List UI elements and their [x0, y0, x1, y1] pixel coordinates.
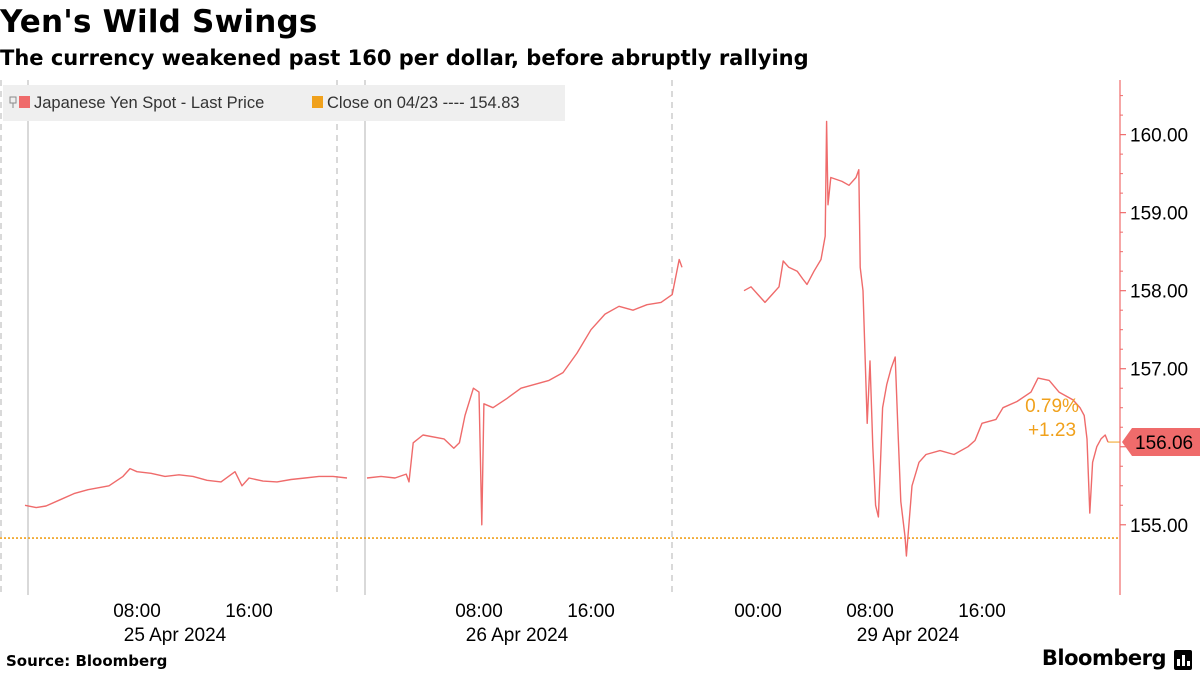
x-axis: 08:00 25 Apr 2024 16:00 08:00 26 Apr 2024 16:…	[113, 601, 1006, 646]
chart-svg: Japanese Yen Spot - Last Price Close on …	[0, 80, 1200, 646]
x-date-label: 26 Apr 2024	[466, 625, 569, 646]
price-line-segment	[743, 120, 1109, 557]
chart-area: Japanese Yen Spot - Last Price Close on …	[0, 80, 1200, 650]
legend-swatch-reference	[312, 96, 323, 108]
legend-handle-icon	[9, 96, 17, 108]
last-price-badge	[1122, 428, 1200, 457]
price-line-segment	[366, 258, 683, 526]
source-note: Source: Bloomberg	[6, 652, 168, 670]
change-absolute-label: +1.23	[1028, 420, 1076, 441]
x-date-label: 25 Apr 2024	[124, 625, 227, 646]
change-percent-label: 0.79%	[1025, 396, 1079, 417]
legend-background	[3, 85, 565, 121]
x-tick-label: 08:00	[113, 601, 161, 622]
y-tick-label: 160.00	[1130, 126, 1188, 147]
legend-label-reference: Close on 04/23 ---- 154.83	[327, 94, 520, 112]
x-date-label: 29 Apr 2024	[857, 625, 960, 646]
x-tick-label: 16:00	[567, 601, 615, 622]
y-tick-label: 159.00	[1130, 204, 1188, 225]
price-line-segment	[24, 467, 348, 509]
y-tick-label: 158.00	[1130, 282, 1188, 303]
chart-title: Yen's Wild Swings	[0, 4, 318, 40]
x-tick-label: 08:00	[455, 601, 503, 622]
grid-layer	[0, 80, 673, 595]
y-tick-label: 155.00	[1130, 516, 1188, 537]
x-tick-label: 16:00	[225, 601, 273, 622]
legend-label-series: Japanese Yen Spot - Last Price	[34, 94, 264, 112]
chart-subtitle: The currency weakened past 160 per dolla…	[0, 46, 809, 70]
last-price-label: 156.06	[1135, 433, 1193, 454]
legend-swatch-series	[19, 96, 30, 108]
x-tick-label: 08:00	[846, 601, 894, 622]
x-tick-label: 16:00	[958, 601, 1006, 622]
bloomberg-terminal-icon	[1174, 650, 1192, 670]
y-tick-label: 157.00	[1130, 360, 1188, 381]
brand-logo-text: Bloomberg	[1041, 646, 1167, 670]
legend: Japanese Yen Spot - Last Price Close on …	[3, 85, 565, 121]
x-tick-label: 00:00	[734, 601, 782, 622]
series-layer	[24, 120, 1120, 557]
